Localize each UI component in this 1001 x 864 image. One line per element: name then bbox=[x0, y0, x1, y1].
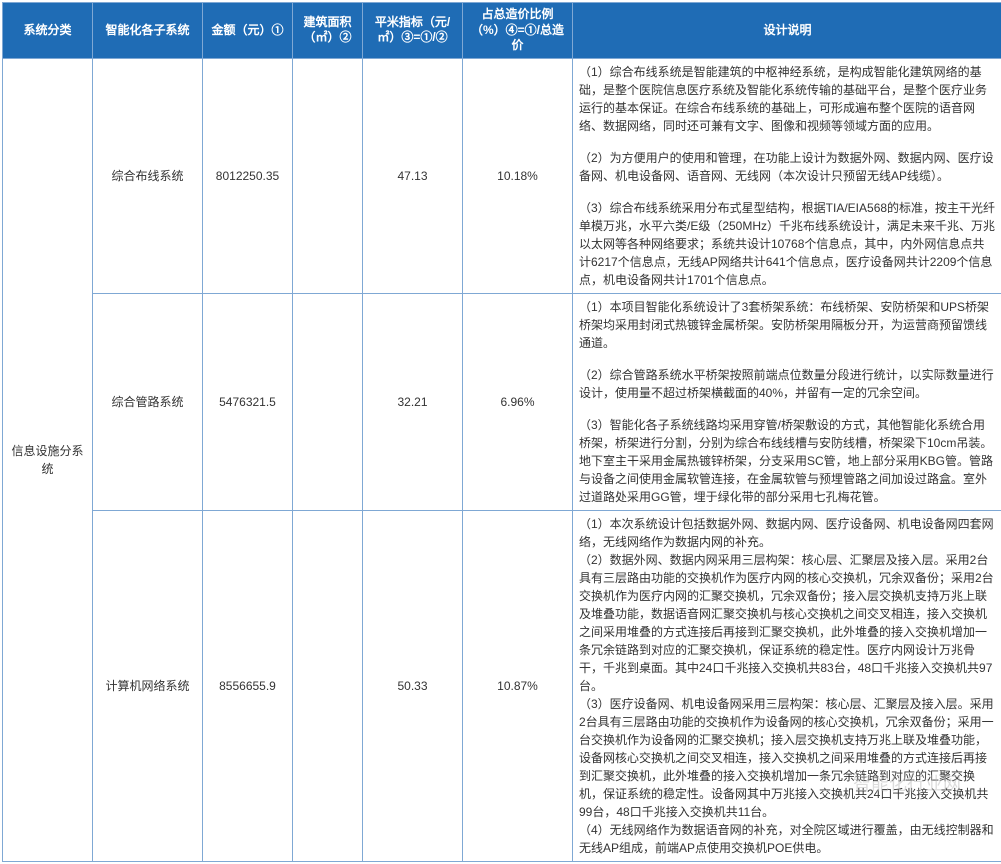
cost-table: 系统分类 智能化各子系统 金额（元）① 建筑面积（㎡）② 平米指标（元/㎡）③=… bbox=[2, 2, 1001, 862]
desc-cell: （1）本次系统设计包括数据外网、数据内网、医疗设备网、机电设备网四套网络，无线网… bbox=[573, 510, 1001, 861]
ratio-cell: 10.87% bbox=[463, 510, 573, 861]
header-persqm: 平米指标（元/㎡）③=①/② bbox=[363, 3, 463, 59]
persqm-cell: 32.21 bbox=[363, 293, 463, 510]
subsystem-cell: 综合布线系统 bbox=[93, 58, 203, 293]
amount-cell: 8012250.35 bbox=[203, 58, 293, 293]
desc-paragraph: （3）医疗设备网、机电设备网采用三层构架：核心层、汇聚层及接入层。采用2台具有三… bbox=[579, 695, 996, 821]
persqm-cell: 50.33 bbox=[363, 510, 463, 861]
area-cell bbox=[293, 293, 363, 510]
desc-paragraph: （2）数据外网、数据内网采用三层构架：核心层、汇聚层及接入层。采用2台具有三层路… bbox=[579, 551, 996, 695]
desc-paragraph: （1）本次系统设计包括数据外网、数据内网、医疗设备网、机电设备网四套网络，无线网… bbox=[579, 515, 996, 551]
table-row: 计算机网络系统8556655.9 50.3310.87%（1）本次系统设计包括数据… bbox=[3, 510, 1001, 861]
header-desc: 设计说明 bbox=[573, 3, 1001, 59]
amount-cell: 8556655.9 bbox=[203, 510, 293, 861]
header-subsystem: 智能化各子系统 bbox=[93, 3, 203, 59]
area-cell bbox=[293, 58, 363, 293]
desc-paragraph: （2）综合管路系统水平桥架按照前端点位数量分段进行统计，以实际数量进行设计，使用… bbox=[579, 366, 996, 402]
desc-paragraph: （1）综合布线系统是智能建筑的中枢神经系统，是构成智能化建筑网络的基础，是整个医… bbox=[579, 63, 996, 135]
desc-paragraph: （4）无线网络作为数据语音网的补充，对全院区域进行覆盖，由无线控制器和无线AP组… bbox=[579, 821, 996, 857]
header-amount: 金额（元）① bbox=[203, 3, 293, 59]
ratio-cell: 10.18% bbox=[463, 58, 573, 293]
header-category: 系统分类 bbox=[3, 3, 93, 59]
persqm-cell: 47.13 bbox=[363, 58, 463, 293]
table-row: 综合管路系统5476321.5 32.216.96%（1）本项目智能化系统设计了3… bbox=[3, 293, 1001, 510]
desc-paragraph: （2）为方便用户的使用和管理，在功能上设计为数据外网、数据内网、医疗设备网、机电… bbox=[579, 149, 996, 185]
subsystem-cell: 综合管路系统 bbox=[93, 293, 203, 510]
area-cell bbox=[293, 510, 363, 861]
desc-paragraph: （3）智能化各子系统线路均采用穿管/桥架敷设的方式，其他智能化系统合用桥架，桥架… bbox=[579, 416, 996, 506]
ratio-cell: 6.96% bbox=[463, 293, 573, 510]
subsystem-cell: 计算机网络系统 bbox=[93, 510, 203, 861]
desc-cell: （1）综合布线系统是智能建筑的中枢神经系统，是构成智能化建筑网络的基础，是整个医… bbox=[573, 58, 1001, 293]
table-body: 信息设施分系统综合布线系统8012250.35 47.1310.18%（1）综合布… bbox=[3, 58, 1001, 861]
header-ratio: 占总造价比例（%）④=①/总造价 bbox=[463, 3, 573, 59]
category-cell: 信息设施分系统 bbox=[3, 58, 93, 861]
table-row: 信息设施分系统综合布线系统8012250.3547.1310.18%（1）综合布… bbox=[3, 58, 1001, 293]
amount-cell: 5476321.5 bbox=[203, 293, 293, 510]
header-area: 建筑面积（㎡）② bbox=[293, 3, 363, 59]
table-header: 系统分类 智能化各子系统 金额（元）① 建筑面积（㎡）② 平米指标（元/㎡）③=… bbox=[3, 3, 1001, 59]
desc-paragraph: （3）综合布线系统采用分布式星型结构，根据TIA/EIA568的标准，按主干光纤… bbox=[579, 199, 996, 289]
desc-paragraph: （1）本项目智能化系统设计了3套桥架系统：布线桥架、安防桥架和UPS桥架桥架均采… bbox=[579, 298, 996, 352]
desc-cell: （1）本项目智能化系统设计了3套桥架系统：布线桥架、安防桥架和UPS桥架桥架均采… bbox=[573, 293, 1001, 510]
